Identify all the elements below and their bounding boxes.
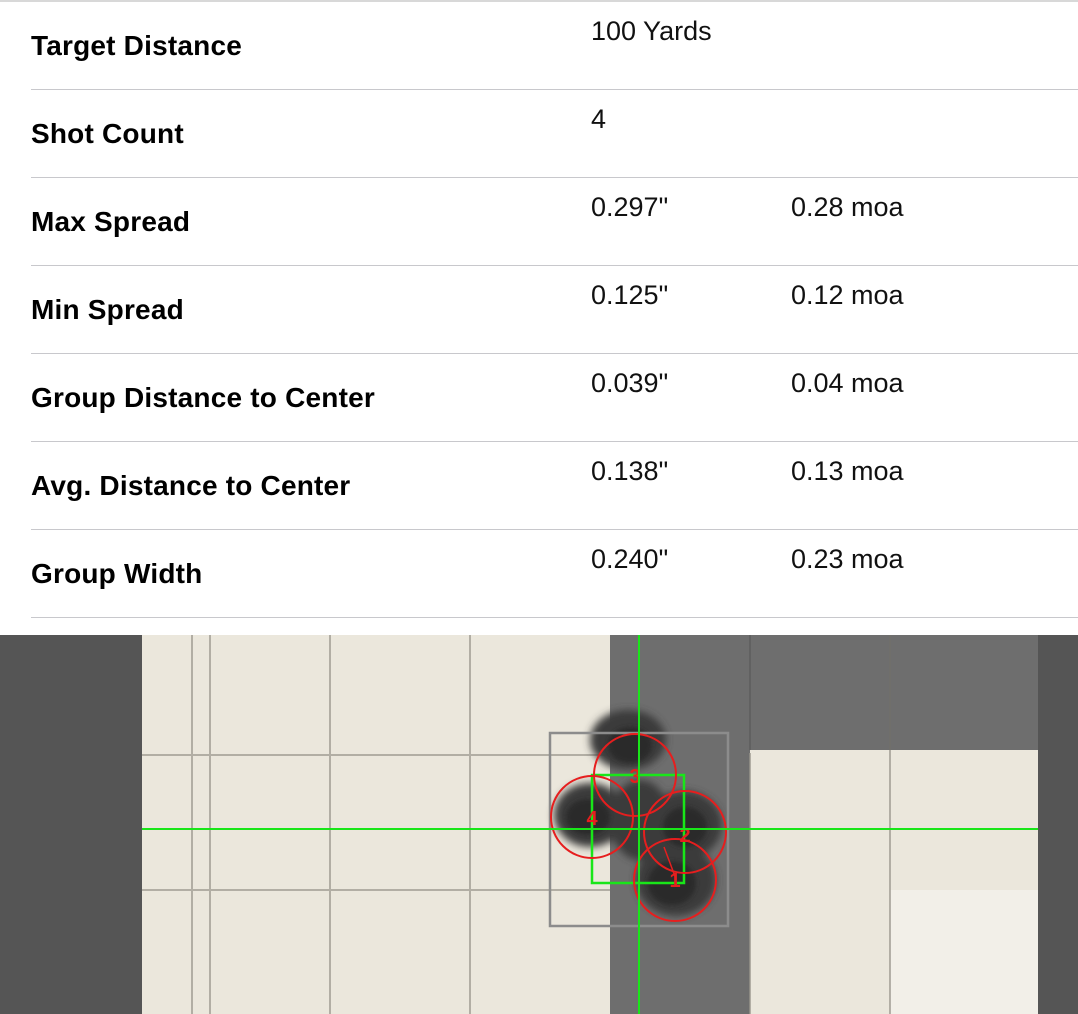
shot-label-1: 1	[669, 870, 680, 892]
shot-circle	[633, 838, 717, 922]
row-divider	[31, 177, 1078, 178]
top-divider	[0, 0, 1078, 2]
stat-label: Shot Count	[31, 118, 184, 149]
stat-value: 0.039"	[591, 368, 669, 398]
stat-value: 0.138"	[591, 456, 669, 486]
row-divider	[31, 441, 1078, 442]
stat-row-target-distance[interactable]: Target Distance 100 Yards	[0, 2, 1078, 90]
stats-table: Target Distance 100 Yards Shot Count 4 M…	[0, 2, 1078, 618]
row-divider	[31, 529, 1078, 530]
shot-circle	[593, 733, 677, 817]
target-photo: 1 2 3 4	[142, 635, 1038, 1014]
paper-grid	[142, 635, 891, 1014]
stat-moa: 0.23 moa	[791, 544, 904, 574]
shot-circle	[550, 775, 634, 859]
shot-connector	[663, 846, 677, 880]
shot-label-2: 2	[679, 825, 690, 847]
stat-label: Group Distance to Center	[31, 382, 375, 413]
stat-row-avg-distance-to-center[interactable]: Avg. Distance to Center 0.138" 0.13 moa	[0, 442, 1078, 530]
stat-value: 4	[591, 104, 607, 134]
stat-moa: 0.13 moa	[791, 456, 904, 486]
stat-row-group-distance-to-center[interactable]: Group Distance to Center 0.039" 0.04 moa	[0, 354, 1078, 442]
stat-label: Min Spread	[31, 294, 184, 325]
stat-moa: 0.12 moa	[791, 280, 904, 310]
stat-value: 0.125"	[591, 280, 669, 310]
row-divider	[31, 617, 1078, 618]
row-divider	[31, 89, 1078, 90]
stat-label: Max Spread	[31, 206, 191, 237]
row-divider	[31, 353, 1078, 354]
stat-moa: 0.28 moa	[791, 192, 904, 222]
stat-value: 0.297"	[591, 192, 669, 222]
light-square	[890, 890, 1038, 1014]
light-square	[750, 753, 895, 1014]
stat-moa: 0.04 moa	[791, 368, 904, 398]
stat-row-max-spread[interactable]: Max Spread 0.297" 0.28 moa	[0, 178, 1078, 266]
shot-label-4: 4	[586, 808, 598, 830]
stat-row-group-width[interactable]: Group Width 0.240" 0.23 moa	[0, 530, 1078, 618]
shot-circle	[643, 790, 727, 874]
stat-label: Avg. Distance to Center	[31, 470, 351, 501]
row-divider	[31, 265, 1078, 266]
stat-label: Group Width	[31, 558, 203, 589]
stat-row-shot-count[interactable]: Shot Count 4	[0, 90, 1078, 178]
stat-value: 100 Yards	[591, 16, 712, 46]
dark-square	[610, 635, 1038, 750]
shot-label-3: 3	[629, 766, 640, 788]
stat-label: Target Distance	[31, 30, 242, 61]
stat-value: 0.240"	[591, 544, 669, 574]
stat-row-min-spread[interactable]: Min Spread 0.125" 0.12 moa	[0, 266, 1078, 354]
target-image-view[interactable]: 1 2 3 4	[0, 635, 1078, 1014]
shot-circles	[550, 733, 727, 922]
